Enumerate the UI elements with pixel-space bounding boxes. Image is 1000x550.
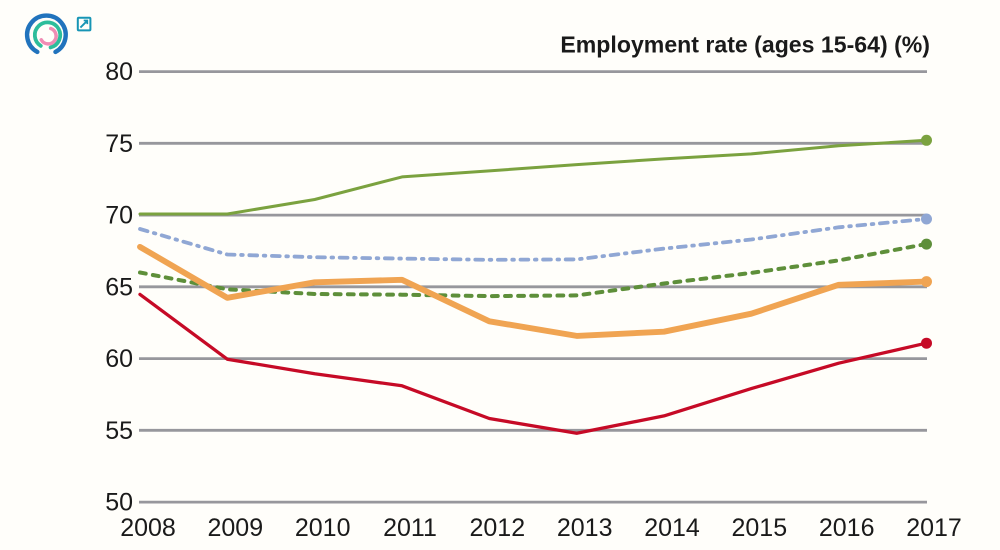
svg-text:50: 50 xyxy=(105,489,133,517)
svg-text:75: 75 xyxy=(105,130,133,158)
svg-text:2015: 2015 xyxy=(731,514,787,542)
svg-text:2016: 2016 xyxy=(819,514,875,542)
svg-text:2017: 2017 xyxy=(906,514,962,542)
svg-text:2009: 2009 xyxy=(207,514,263,542)
svg-text:2014: 2014 xyxy=(644,514,700,542)
svg-text:65: 65 xyxy=(105,273,133,301)
svg-text:60: 60 xyxy=(105,345,133,373)
svg-text:2008: 2008 xyxy=(120,514,176,542)
svg-text:2013: 2013 xyxy=(557,514,613,542)
svg-text:2011: 2011 xyxy=(383,514,437,542)
svg-text:70: 70 xyxy=(105,202,133,230)
svg-text:Employment rate (ages 15-64) (: Employment rate (ages 15-64) (%) xyxy=(560,32,930,58)
svg-text:2012: 2012 xyxy=(469,514,525,542)
svg-text:2010: 2010 xyxy=(295,514,351,542)
svg-text:80: 80 xyxy=(105,58,133,86)
svg-text:55: 55 xyxy=(105,417,133,445)
